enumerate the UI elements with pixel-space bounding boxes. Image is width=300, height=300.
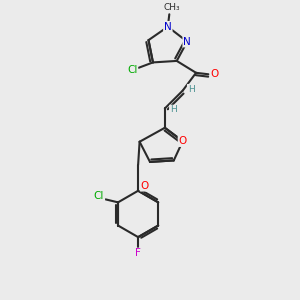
Text: Cl: Cl <box>94 191 104 201</box>
Text: O: O <box>210 69 219 79</box>
Text: Cl: Cl <box>127 65 137 75</box>
Text: H: H <box>170 105 176 114</box>
Text: H: H <box>188 85 194 94</box>
Text: F: F <box>135 248 141 259</box>
Text: O: O <box>140 181 149 191</box>
Text: N: N <box>183 37 191 46</box>
Text: N: N <box>164 22 172 32</box>
Text: O: O <box>178 136 187 146</box>
Text: CH₃: CH₃ <box>163 3 180 12</box>
